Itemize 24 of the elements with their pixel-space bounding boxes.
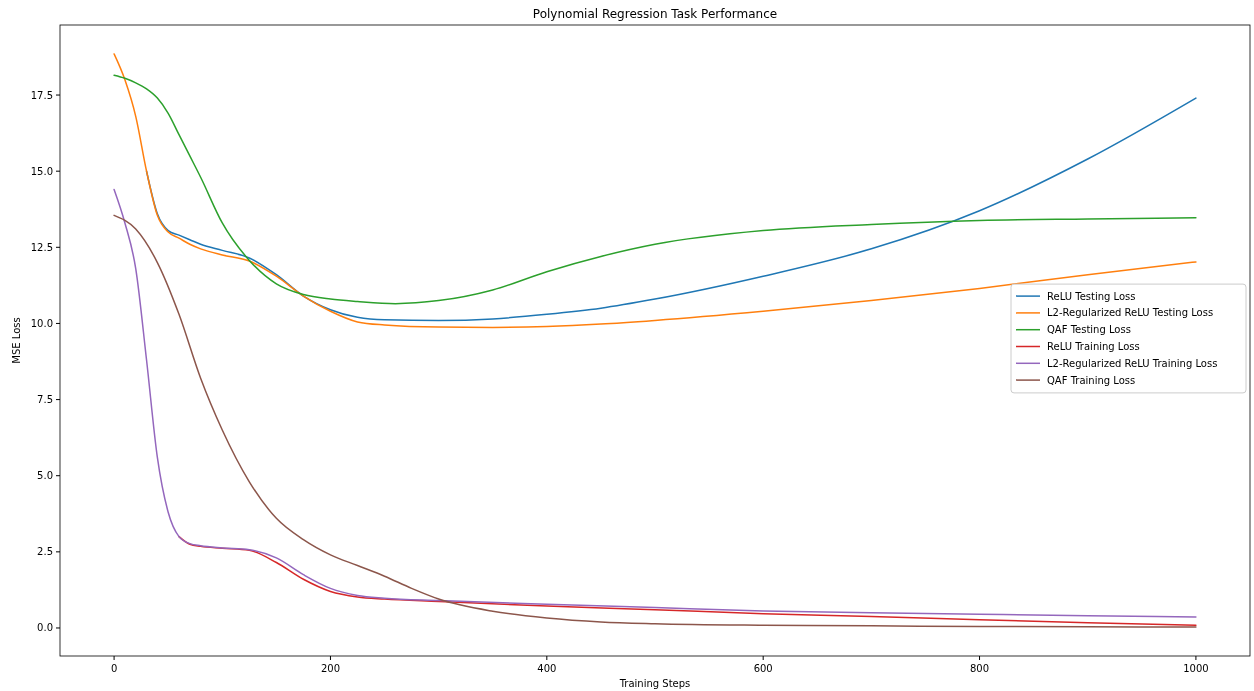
x-tick-label: 800 (970, 663, 990, 674)
legend-label: QAF Training Loss (1047, 374, 1136, 386)
legend-label: ReLU Training Loss (1047, 341, 1140, 352)
legend-label: QAF Testing Loss (1047, 324, 1131, 336)
x-tick-label: 400 (537, 663, 557, 674)
y-tick-label: 17.5 (30, 89, 53, 101)
chart-title: Polynomial Regression Task Performance (532, 7, 778, 21)
legend-label: ReLU Testing Loss (1047, 290, 1136, 302)
x-tick-label: 1000 (1183, 663, 1209, 674)
x-tick-label: 0 (110, 663, 118, 674)
x-tick-label: 200 (320, 663, 340, 674)
x-tick-label: 600 (753, 663, 773, 674)
x-axis-title: Training Steps (618, 678, 691, 689)
y-tick-label: 0.0 (37, 622, 53, 634)
y-tick-label: 10.0 (30, 317, 53, 329)
y-tick-label: 12.5 (30, 241, 53, 253)
y-tick-label: 5.0 (37, 470, 53, 482)
y-tick-label: 7.5 (37, 394, 53, 406)
legend-label: L2-Regularized ReLU Training Loss (1047, 357, 1218, 369)
line-series (113, 74, 1197, 305)
legend-label: L2-Regularized ReLU Testing Loss (1047, 307, 1214, 319)
y-tick-label: 2.5 (37, 546, 53, 558)
y-axis-title: MSE Loss (11, 317, 22, 364)
y-tick-label: 15.0 (30, 165, 53, 177)
